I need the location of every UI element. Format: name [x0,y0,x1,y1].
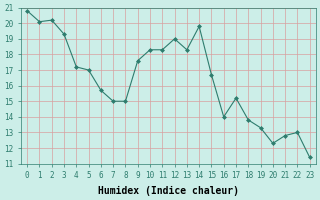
X-axis label: Humidex (Indice chaleur): Humidex (Indice chaleur) [98,186,239,196]
